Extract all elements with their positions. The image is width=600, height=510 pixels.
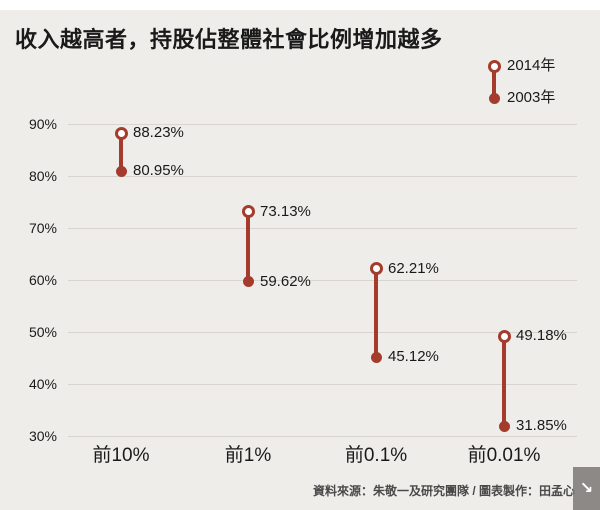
value-label-2003: 59.62% — [260, 272, 311, 290]
chart-title: 收入越高者，持股佔整體社會比例增加越多 — [15, 27, 443, 52]
x-axis-category-label: 前0.01% — [467, 445, 541, 466]
gridline-80pct — [68, 176, 577, 177]
legend-label-2003: 2003年 — [507, 89, 556, 106]
expand-image-button[interactable]: ↘ — [573, 467, 600, 510]
legend-filled-circle-icon — [489, 93, 500, 104]
y-axis-tick-label: 90% — [28, 116, 57, 132]
value-label-2003: 80.95% — [133, 162, 184, 180]
y-axis-tick-label: 30% — [28, 428, 57, 444]
expand-arrow-icon: ↘ — [579, 479, 594, 497]
data-point-2014-open-circle — [241, 205, 255, 219]
x-axis-category-label: 前0.1% — [344, 445, 408, 466]
value-label-2003: 31.85% — [516, 417, 567, 435]
y-axis-tick-label: 80% — [28, 168, 57, 184]
legend-connector-line — [492, 66, 496, 98]
data-point-2003-filled-circle — [498, 420, 510, 432]
y-axis-tick-label: 60% — [28, 272, 57, 288]
data-point-2003-filled-circle — [115, 165, 127, 177]
legend-open-circle-icon — [488, 60, 501, 73]
value-label-2014: 62.21% — [388, 259, 439, 277]
gridline-90pct — [68, 124, 577, 125]
source-credit: 資料來源：朱敬一及研究團隊 / 圖表製作：田孟心 — [312, 484, 575, 498]
value-label-2014: 49.18% — [516, 327, 567, 345]
gridline-30pct — [68, 436, 577, 437]
data-point-2014-open-circle — [497, 329, 511, 343]
data-point-2014-open-circle — [369, 262, 383, 275]
legend-label-2014: 2014年 — [507, 57, 556, 74]
y-axis-tick-label: 70% — [28, 220, 57, 236]
x-axis-category-label: 前1% — [224, 445, 272, 466]
y-axis-tick-label: 50% — [28, 324, 57, 340]
gridline-50pct — [68, 332, 577, 333]
dumbbell-stem-前0.01% — [502, 336, 506, 427]
dumbbell-stem-前0.1% — [374, 268, 378, 358]
gridline-60pct — [68, 280, 577, 281]
y-axis-tick-label: 40% — [28, 376, 57, 392]
value-label-2003: 45.12% — [388, 348, 439, 366]
data-point-2014-open-circle — [114, 126, 128, 140]
data-point-2003-filled-circle — [370, 351, 382, 363]
gridline-70pct — [68, 228, 577, 229]
value-label-2014: 73.13% — [260, 202, 311, 220]
gridline-40pct — [68, 384, 577, 385]
data-point-2003-filled-circle — [242, 276, 254, 288]
dumbbell-stem-前10% — [119, 133, 123, 172]
value-label-2014: 88.23% — [133, 124, 184, 142]
dumbbell-stem-前1% — [246, 211, 250, 282]
x-axis-category-label: 前10% — [92, 445, 150, 466]
